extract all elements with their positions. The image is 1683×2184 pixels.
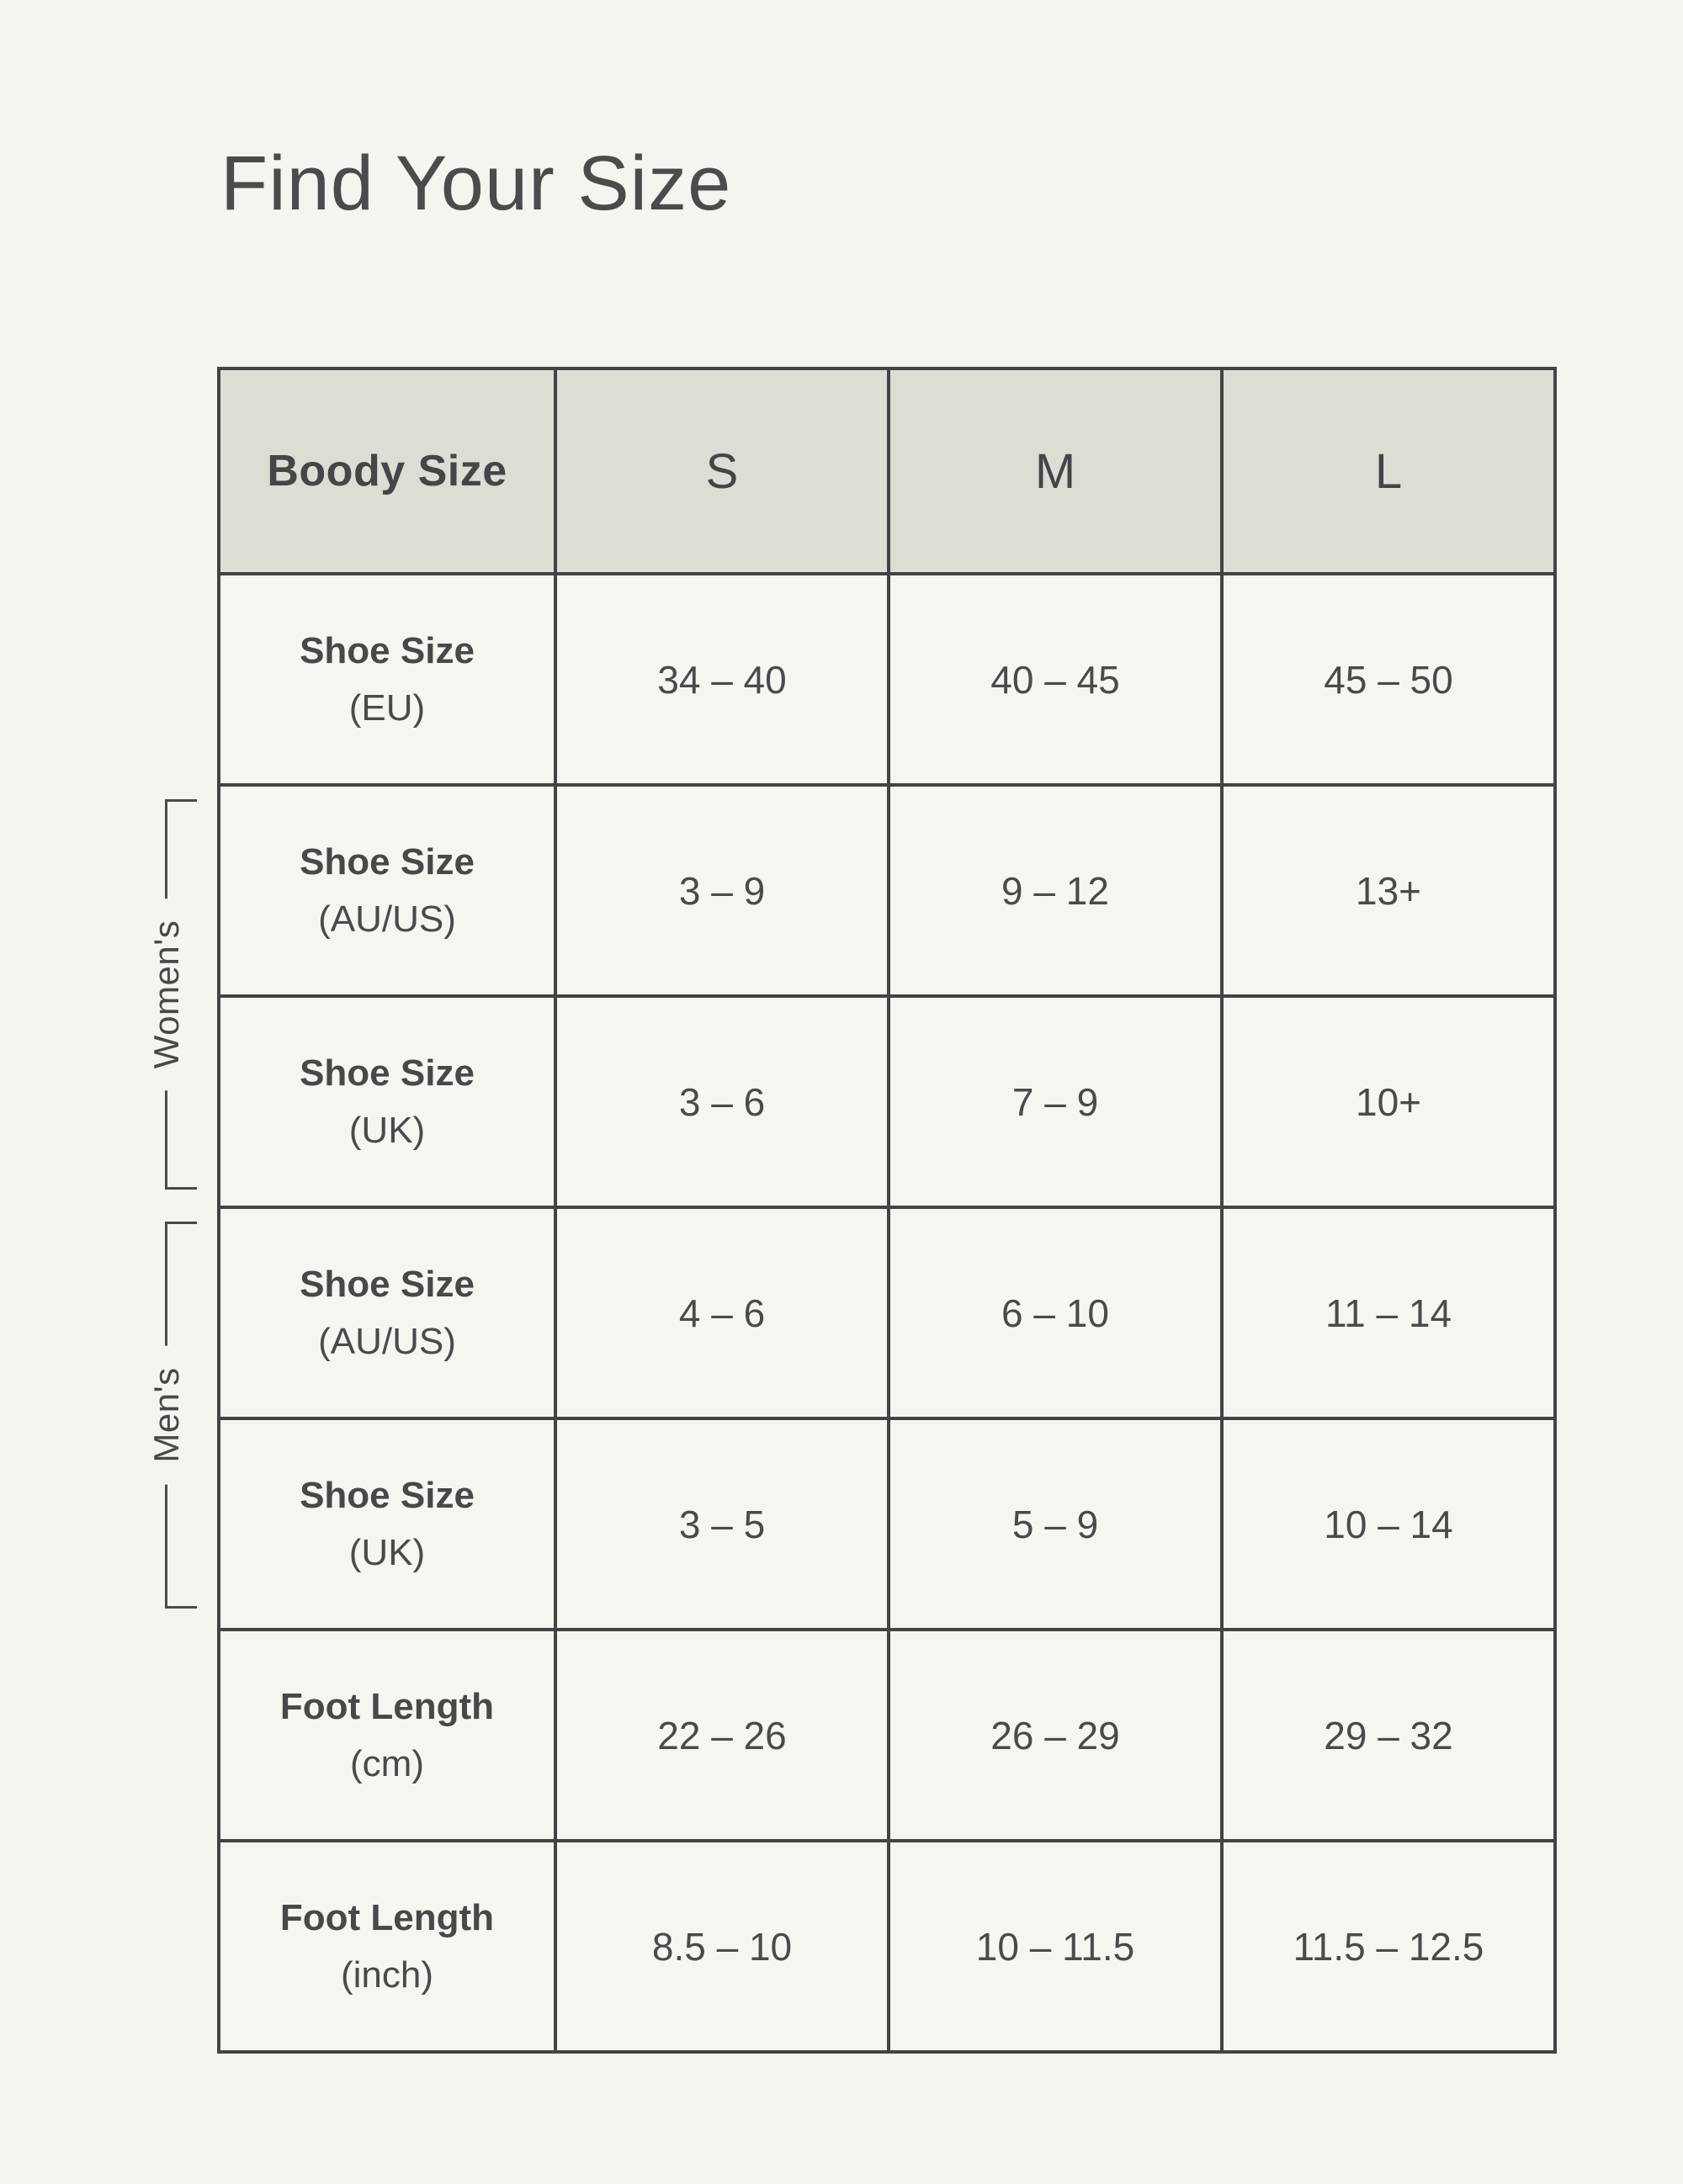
row-label-unit: (UK): [348, 1531, 426, 1573]
row-label-main: Shoe Size: [300, 840, 475, 883]
table-row-shoe-size-uk-womens: Shoe Size (UK) 3 – 6 7 – 9 10+: [217, 994, 1557, 1209]
row-label-unit: (cm): [350, 1742, 424, 1784]
cell-value: 10 – 11.5: [887, 1839, 1224, 2054]
row-label: Shoe Size (EU): [217, 572, 557, 787]
row-label: Foot Length (cm): [217, 1628, 557, 1842]
row-label: Shoe Size (AU/US): [217, 1206, 557, 1420]
cell-value: 26 – 29: [887, 1628, 1224, 1842]
womens-group-label: Women's: [141, 898, 192, 1091]
row-label-unit: (AU/US): [318, 1320, 456, 1362]
cell-value: 13+: [1220, 783, 1557, 998]
cell-value: 34 – 40: [554, 572, 890, 787]
cell-value: 5 – 9: [887, 1417, 1224, 1631]
row-label-main: Shoe Size: [300, 1474, 475, 1516]
row-label-unit: (inch): [340, 1953, 434, 1996]
cell-value: 7 – 9: [887, 994, 1224, 1209]
header-size-m: M: [887, 367, 1224, 575]
cell-value: 3 – 6: [554, 994, 890, 1209]
row-label-unit: (UK): [348, 1109, 426, 1151]
row-label-main: Shoe Size: [300, 1263, 475, 1305]
table-row-foot-length-cm: Foot Length (cm) 22 – 26 26 – 29 29 – 32: [217, 1628, 1557, 1842]
cell-value: 4 – 6: [554, 1206, 890, 1420]
mens-group-bracket: Men's: [141, 1222, 197, 1609]
row-label-unit: (EU): [348, 686, 426, 729]
size-table: Boody Size S M L Shoe Size (EU) 34 – 40 …: [217, 367, 1557, 2054]
cell-value: 11 – 14: [1220, 1206, 1557, 1420]
cell-value: 22 – 26: [554, 1628, 890, 1842]
row-label-main: Shoe Size: [300, 1052, 475, 1094]
header-size-s: S: [554, 367, 890, 575]
row-label: Shoe Size (UK): [217, 994, 557, 1209]
table-row-shoe-size-eu: Shoe Size (EU) 34 – 40 40 – 45 45 – 50: [217, 572, 1557, 787]
cell-value: 11.5 – 12.5: [1220, 1839, 1557, 2054]
cell-value: 10 – 14: [1220, 1417, 1557, 1631]
page-title: Find Your Size: [220, 140, 732, 226]
table-row-foot-length-inch: Foot Length (inch) 8.5 – 10 10 – 11.5 11…: [217, 1839, 1557, 2054]
table-header-row: Boody Size S M L: [217, 367, 1557, 575]
cell-value: 6 – 10: [887, 1206, 1224, 1420]
table-row-shoe-size-auus-mens: Shoe Size (AU/US) 4 – 6 6 – 10 11 – 14: [217, 1206, 1557, 1420]
header-boody-size: Boody Size: [217, 367, 557, 575]
table-row-shoe-size-auus-womens: Shoe Size (AU/US) 3 – 9 9 – 12 13+: [217, 783, 1557, 998]
cell-value: 29 – 32: [1220, 1628, 1557, 1842]
mens-group-label: Men's: [141, 1345, 192, 1485]
row-label-unit: (AU/US): [318, 898, 456, 940]
table-row-shoe-size-uk-mens: Shoe Size (UK) 3 – 5 5 – 9 10 – 14: [217, 1417, 1557, 1631]
cell-value: 3 – 9: [554, 783, 890, 998]
row-label-main: Foot Length: [279, 1685, 495, 1727]
row-label: Shoe Size (UK): [217, 1417, 557, 1631]
cell-value: 3 – 5: [554, 1417, 890, 1631]
row-label-main: Foot Length: [279, 1896, 495, 1938]
womens-group-bracket: Women's: [141, 799, 197, 1190]
cell-value: 10+: [1220, 994, 1557, 1209]
row-label: Shoe Size (AU/US): [217, 783, 557, 998]
row-label-main: Shoe Size: [300, 629, 475, 671]
cell-value: 40 – 45: [887, 572, 1224, 787]
cell-value: 45 – 50: [1220, 572, 1557, 787]
header-size-l: L: [1220, 367, 1557, 575]
cell-value: 8.5 – 10: [554, 1839, 890, 2054]
cell-value: 9 – 12: [887, 783, 1224, 998]
row-label: Foot Length (inch): [217, 1839, 557, 2054]
